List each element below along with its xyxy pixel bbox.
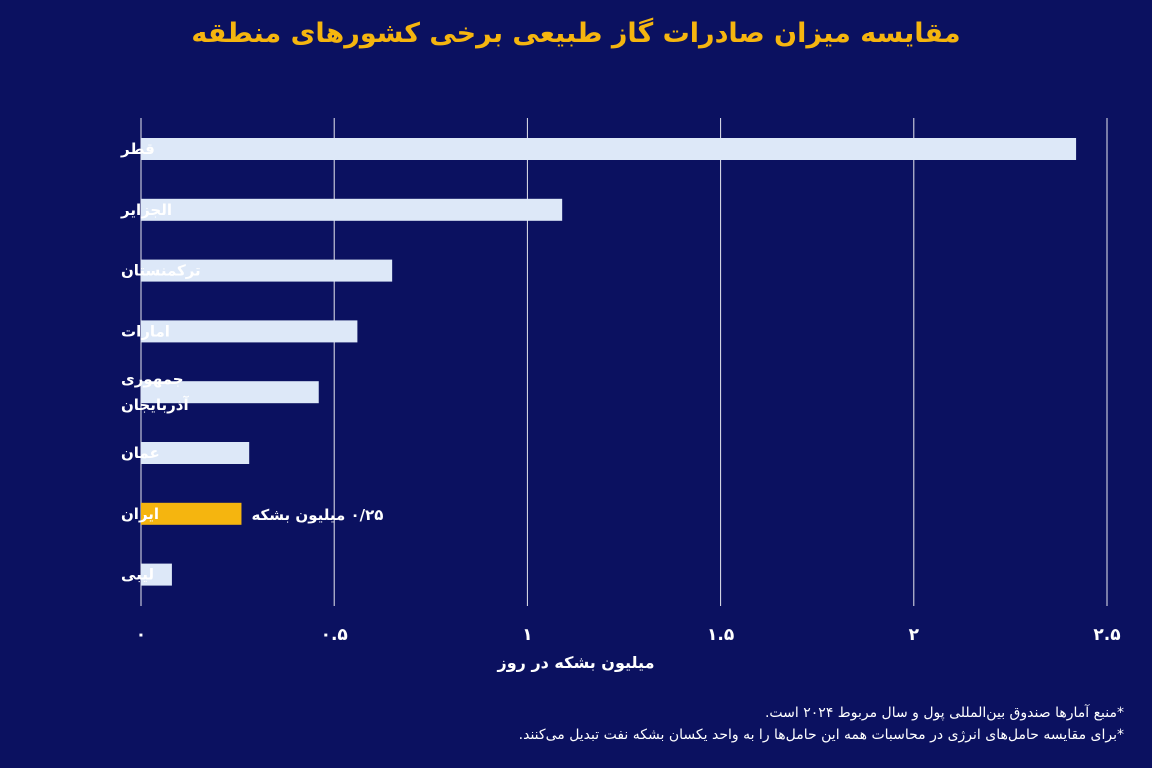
x-tick-labels: ۰ ۰.۵ ۱ ۱.۵ ۲ ۲.۵ bbox=[136, 625, 1121, 645]
bars bbox=[141, 138, 1077, 586]
x-tick-label: ۱ bbox=[522, 625, 532, 645]
bar bbox=[141, 198, 563, 221]
category-label: امارات bbox=[121, 322, 170, 340]
footnotes: *منبع آمارها صندوق بین‌المللی پول و سال … bbox=[124, 702, 1124, 746]
bar-value-label: ۰/۲۵ میلیون بشکه bbox=[251, 506, 383, 524]
bar bbox=[141, 442, 250, 464]
footnote-source: *منبع آمارها صندوق بین‌المللی پول و سال … bbox=[764, 705, 1124, 721]
x-axis-label: میلیون بشکه در روز bbox=[497, 653, 655, 672]
category-label: ترکمنستان bbox=[121, 262, 201, 280]
category-label: آذربایجان bbox=[121, 396, 189, 414]
bar bbox=[141, 381, 319, 404]
category-label: الجزایر bbox=[120, 201, 172, 219]
x-tick-label: ۱.۵ bbox=[707, 625, 734, 645]
x-tick-label: ۲ bbox=[909, 625, 920, 645]
bar bbox=[141, 259, 393, 282]
category-label: لیبی bbox=[121, 566, 154, 584]
bar bbox=[141, 502, 242, 525]
category-labels: قطر الجزایر ترکمنستان امارات جمهوری آذربایجان… bbox=[120, 140, 201, 584]
bar bbox=[141, 138, 1077, 160]
footnote-method: *برای مقایسه حامل‌های انرژی در محاسبات ه… bbox=[518, 727, 1124, 743]
gridlines bbox=[140, 118, 1108, 606]
bar-chart: قطر الجزایر ترکمنستان امارات جمهوری آذربایجان… bbox=[120, 118, 1121, 672]
chart-title: مقایسه میزان صادرات گاز طبیعی برخی کشوره… bbox=[191, 18, 961, 49]
bar bbox=[141, 320, 358, 343]
annotations: ۰/۲۵ میلیون بشکه bbox=[251, 506, 383, 524]
x-tick-label: ۰ bbox=[136, 625, 146, 645]
category-label: عمان bbox=[121, 444, 160, 462]
category-label: قطر bbox=[120, 140, 155, 158]
bar bbox=[141, 563, 172, 586]
category-label: جمهوری bbox=[121, 370, 184, 388]
x-tick-label: ۰.۵ bbox=[321, 625, 348, 645]
x-tick-label: ۲.۵ bbox=[1093, 625, 1120, 645]
category-label: ایران bbox=[121, 505, 159, 523]
